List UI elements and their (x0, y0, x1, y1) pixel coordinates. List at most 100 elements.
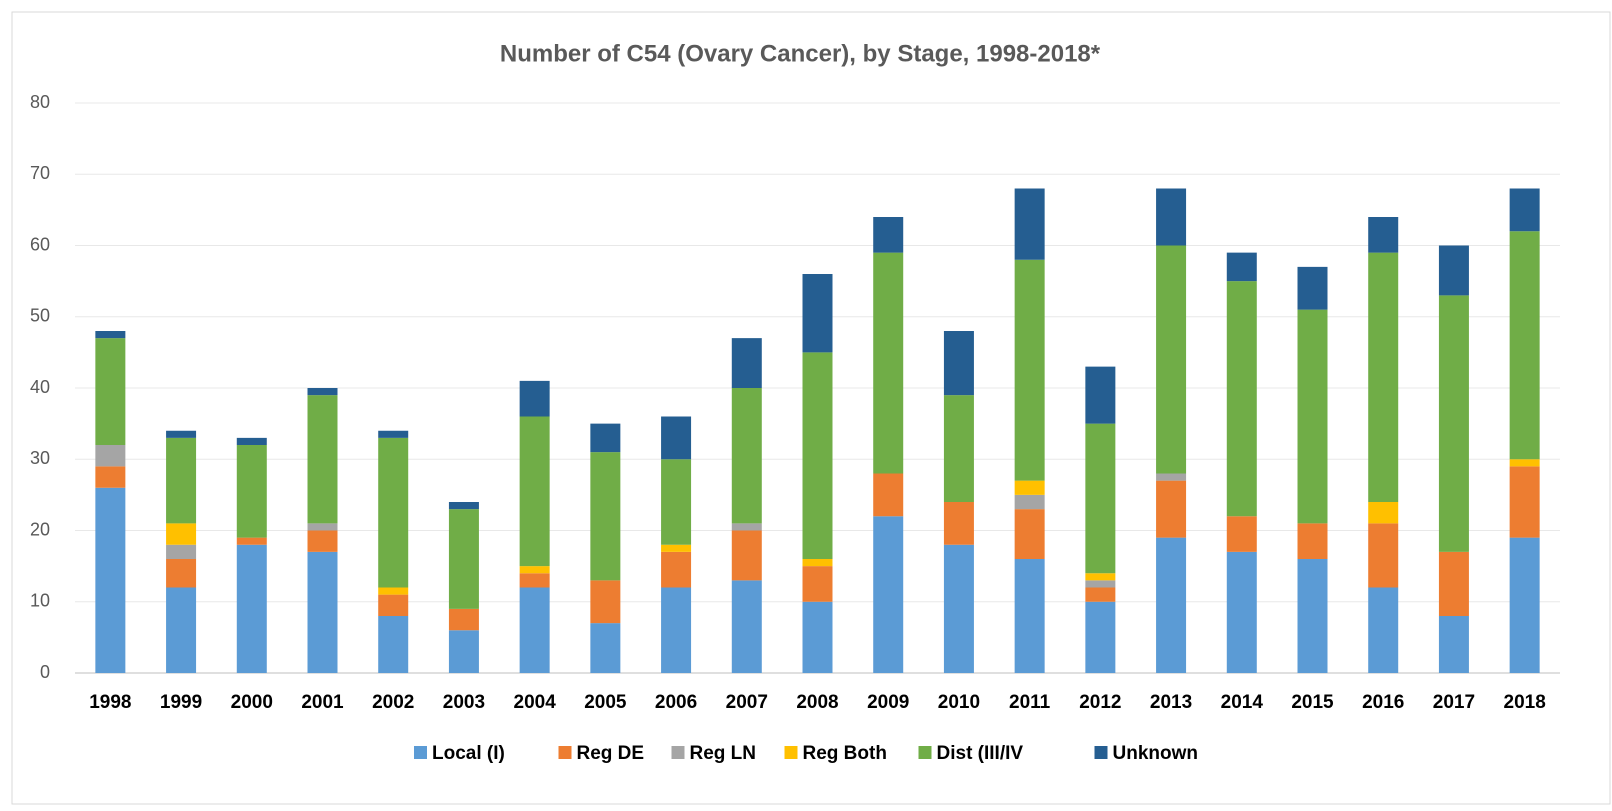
bar-segment (236, 544, 267, 673)
bar-segment (95, 338, 126, 445)
bar-segment (1438, 616, 1469, 673)
bar-segment (731, 580, 762, 673)
bar-segment (1297, 523, 1328, 559)
bar-segment (1368, 587, 1399, 673)
x-tick-label: 2005 (584, 692, 627, 713)
bar-segment (943, 502, 974, 545)
x-tick-label: 2012 (1079, 692, 1121, 713)
bar-segment (166, 587, 197, 673)
bar-segment (802, 274, 833, 353)
bar-segment (1226, 252, 1257, 282)
bar-segment (1014, 480, 1045, 495)
bar-segment (873, 217, 904, 253)
bar-segment (519, 380, 550, 417)
bar-segment (590, 623, 621, 673)
bar-segment (519, 566, 550, 574)
bar-segment (1509, 459, 1540, 467)
bar-segment (448, 502, 479, 510)
y-tick-label: 70 (30, 163, 50, 183)
x-tick-label: 2014 (1221, 692, 1264, 713)
y-tick-label: 50 (30, 306, 50, 326)
bar-segment (1156, 480, 1187, 538)
bar-segment (1226, 551, 1257, 673)
bar-segment (307, 395, 338, 524)
bar-segment (1085, 601, 1116, 673)
bar-segment (236, 537, 267, 545)
bar-segment (590, 423, 621, 453)
bar-segment (236, 445, 267, 538)
bar-segment (1085, 573, 1116, 581)
legend-swatch (1094, 746, 1108, 759)
bar-segment (1156, 245, 1187, 474)
y-tick-label: 30 (30, 448, 50, 468)
bar-segment (448, 630, 479, 673)
bar-segment (448, 509, 479, 609)
legend-swatch (671, 746, 685, 759)
bar-segment (1156, 473, 1187, 481)
x-tick-label: 1999 (160, 692, 202, 713)
x-tick-label: 1998 (89, 692, 131, 713)
bar-segment (1014, 559, 1045, 673)
bar-segment (943, 331, 974, 396)
bar-segment (873, 516, 904, 673)
bar-segment (661, 544, 692, 552)
bar-segment (1297, 559, 1328, 673)
x-tick-label: 2000 (231, 692, 273, 713)
bar-segment (166, 437, 197, 524)
bar-segment (307, 530, 338, 552)
legend-label: Reg LN (690, 743, 757, 764)
legend-swatch (414, 746, 427, 759)
x-tick-label: 2013 (1150, 692, 1192, 713)
legend-swatch (784, 746, 798, 759)
bar-segment (590, 452, 621, 581)
bar-segment (1438, 245, 1469, 296)
bar-segment (307, 388, 338, 396)
bar-segment (1085, 580, 1116, 588)
bar-segment (1085, 423, 1116, 574)
bar-segment (95, 445, 126, 467)
bar-segment (873, 252, 904, 474)
x-tick-label: 2016 (1362, 692, 1404, 713)
bar-segment (519, 587, 550, 673)
y-tick-label: 40 (30, 377, 50, 397)
x-tick-label: 2015 (1291, 692, 1334, 713)
x-tick-label: 2001 (301, 692, 344, 713)
legend-label: Reg DE (577, 743, 645, 764)
x-tick-label: 2003 (443, 692, 485, 713)
bar-segment (1368, 523, 1399, 588)
bar-segment (802, 601, 833, 673)
bar-segment (731, 530, 762, 581)
x-tick-label: 2010 (938, 692, 980, 713)
bar-segment (873, 473, 904, 517)
bar-segment (95, 466, 126, 488)
bar-segment (661, 551, 692, 588)
x-tick-label: 2017 (1433, 692, 1475, 713)
bar-segment (378, 616, 409, 673)
bar-segment (1438, 551, 1469, 616)
legend-swatch (918, 746, 932, 759)
bar-segment (661, 587, 692, 673)
bar-segment (166, 523, 197, 545)
bar-segment (1014, 188, 1045, 260)
bar-segment (1509, 537, 1540, 673)
bar-segment (236, 437, 267, 445)
x-tick-label: 2007 (726, 692, 768, 713)
bar-segment (1014, 494, 1045, 510)
legend-label: Local (I) (432, 743, 505, 764)
bar-segment (731, 388, 762, 524)
bar-segment (1297, 309, 1328, 524)
bar-segment (943, 395, 974, 502)
bar-segment (802, 559, 833, 567)
bar-segment (1156, 188, 1187, 246)
bar-segment (1014, 509, 1045, 559)
bar-segment (1297, 266, 1328, 310)
y-tick-label: 20 (30, 519, 50, 539)
bar-segment (1509, 466, 1540, 538)
bar-segment (1509, 188, 1540, 232)
bar-segment (1014, 259, 1045, 481)
bar-segment (1156, 537, 1187, 673)
bar-segment (802, 352, 833, 559)
bar-segment (1438, 295, 1469, 552)
bar-segment (1368, 502, 1399, 524)
